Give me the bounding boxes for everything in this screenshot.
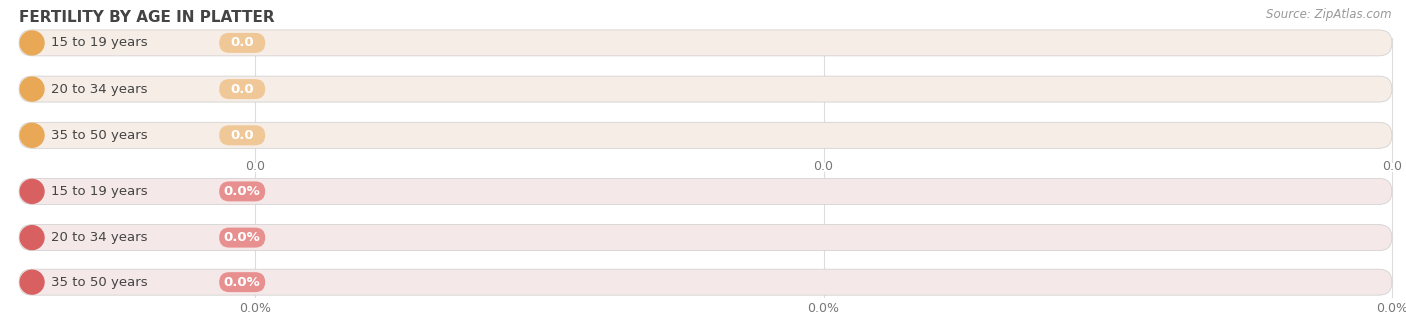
Text: 15 to 19 years: 15 to 19 years (51, 185, 148, 198)
Text: FERTILITY BY AGE IN PLATTER: FERTILITY BY AGE IN PLATTER (20, 10, 274, 25)
Text: 0.0: 0.0 (231, 82, 254, 96)
Text: 0.0: 0.0 (245, 160, 266, 173)
FancyBboxPatch shape (20, 179, 1392, 204)
Text: 35 to 50 years: 35 to 50 years (51, 129, 148, 142)
Circle shape (20, 270, 44, 294)
Text: 35 to 50 years: 35 to 50 years (51, 276, 148, 289)
FancyBboxPatch shape (20, 76, 1392, 102)
FancyBboxPatch shape (20, 225, 1392, 250)
FancyBboxPatch shape (219, 125, 266, 145)
FancyBboxPatch shape (219, 33, 266, 53)
Circle shape (20, 77, 44, 101)
FancyBboxPatch shape (20, 269, 1392, 295)
Text: 0.0: 0.0 (231, 129, 254, 142)
Text: 0.0%: 0.0% (224, 231, 260, 244)
FancyBboxPatch shape (219, 228, 266, 248)
Circle shape (20, 226, 44, 249)
Text: 0.0%: 0.0% (1376, 302, 1406, 315)
Text: 20 to 34 years: 20 to 34 years (51, 82, 148, 96)
FancyBboxPatch shape (20, 122, 1392, 148)
Text: 0.0%: 0.0% (224, 185, 260, 198)
Circle shape (20, 180, 44, 203)
Text: Source: ZipAtlas.com: Source: ZipAtlas.com (1267, 8, 1392, 21)
Text: 0.0%: 0.0% (224, 276, 260, 289)
Text: 0.0: 0.0 (814, 160, 834, 173)
Text: 0.0%: 0.0% (807, 302, 839, 315)
Text: 0.0: 0.0 (231, 36, 254, 49)
FancyBboxPatch shape (219, 272, 266, 292)
FancyBboxPatch shape (20, 30, 1392, 56)
Text: 0.0: 0.0 (1382, 160, 1402, 173)
Text: 20 to 34 years: 20 to 34 years (51, 231, 148, 244)
Text: 0.0%: 0.0% (239, 302, 271, 315)
Text: 15 to 19 years: 15 to 19 years (51, 36, 148, 49)
Circle shape (20, 31, 44, 55)
FancyBboxPatch shape (219, 182, 266, 201)
Circle shape (20, 123, 44, 147)
FancyBboxPatch shape (219, 79, 266, 99)
